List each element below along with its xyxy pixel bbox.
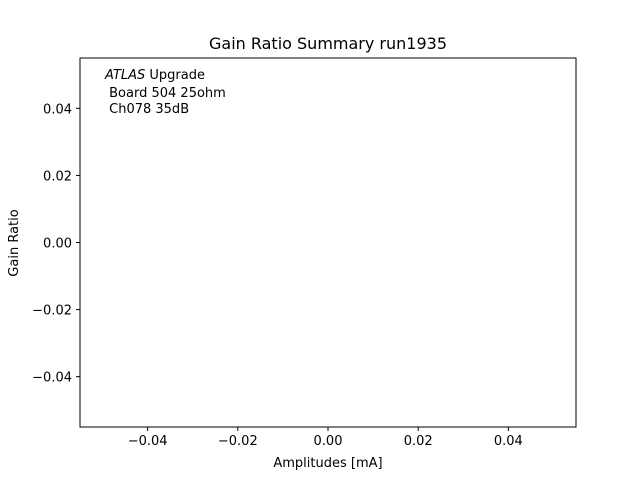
y-axis: −0.04 −0.02 0.00 0.02 0.04 xyxy=(32,102,80,386)
y-tick-label: −0.04 xyxy=(32,371,72,386)
y-axis-label: Gain Ratio xyxy=(7,209,22,276)
y-tick-label: 0.02 xyxy=(43,169,72,184)
plot-area xyxy=(79,57,577,428)
channel-label: Ch078 35dB xyxy=(105,102,189,117)
upgrade-text: Upgrade xyxy=(145,68,205,83)
x-tick-label: 0.04 xyxy=(494,434,523,449)
x-tick-label: 0.02 xyxy=(404,434,433,449)
x-axis: −0.04 −0.02 0.00 0.02 0.04 xyxy=(128,427,523,449)
y-tick-label: 0.04 xyxy=(43,102,72,117)
chart-title: Gain Ratio Summary run1935 xyxy=(209,34,447,53)
board-label: Board 504 25ohm xyxy=(105,86,226,101)
x-tick-label: −0.04 xyxy=(128,434,168,449)
y-tick-label: 0.00 xyxy=(43,237,72,252)
y-tick-label: −0.02 xyxy=(32,304,72,319)
x-tick-label: −0.02 xyxy=(218,434,258,449)
x-axis-label: Amplitudes [mA] xyxy=(273,456,382,471)
atlas-italic-text: ATLAS xyxy=(104,68,145,83)
atlas-label: ATLAS Upgrade xyxy=(104,68,205,83)
x-tick-label: 0.00 xyxy=(314,434,343,449)
